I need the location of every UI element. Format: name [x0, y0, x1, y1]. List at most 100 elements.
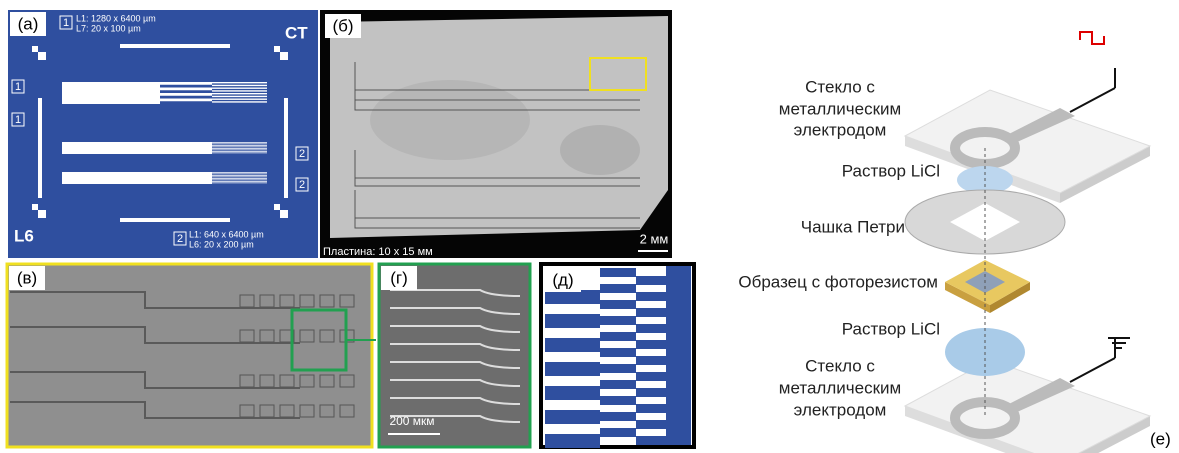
stripe — [545, 410, 600, 424]
finger — [160, 93, 212, 96]
caption: Пластина: 10 x 15 мм — [323, 246, 433, 258]
panel-d: 200 мкм (г) — [379, 264, 530, 447]
stripe — [600, 428, 636, 437]
panel-label: (в) — [17, 268, 37, 287]
finger — [212, 142, 267, 143]
scale-label: 200 мкм — [389, 414, 434, 428]
finger — [160, 88, 212, 91]
marker-label: 2 — [299, 148, 305, 160]
finger — [212, 96, 267, 97]
stripe — [636, 292, 666, 301]
stripe — [636, 308, 666, 317]
finger — [160, 175, 212, 177]
panel-label: (г) — [390, 268, 408, 287]
panel-label: (б) — [332, 16, 353, 35]
stripe — [600, 316, 636, 325]
stripe — [600, 380, 636, 389]
alignment-mark — [274, 204, 280, 210]
finger — [212, 150, 267, 151]
panel-e: (д) — [541, 264, 694, 448]
stripe — [636, 388, 666, 397]
finger — [160, 82, 212, 85]
scale-label: 2 мм — [640, 231, 669, 246]
finger — [160, 99, 212, 102]
stripe — [636, 356, 666, 365]
diagram-label: Раствор LiCl — [842, 161, 940, 180]
stripe — [600, 396, 636, 405]
finger — [160, 172, 212, 174]
finger — [160, 178, 212, 180]
alignment-mark — [280, 52, 288, 60]
finger — [212, 144, 267, 145]
electrode — [666, 266, 691, 445]
stripe — [600, 332, 636, 341]
legend-line: L1: 1280 x 6400 µm — [76, 13, 156, 23]
finger — [212, 147, 267, 148]
stripe — [636, 340, 666, 349]
alignment-mark — [274, 46, 280, 52]
diagram-label: металлическим — [779, 378, 901, 397]
alignment-mark — [32, 46, 38, 52]
finger — [212, 90, 267, 91]
stripe — [545, 314, 600, 328]
finger — [160, 181, 212, 183]
finger — [212, 148, 267, 149]
bar — [120, 218, 230, 222]
wire — [1070, 358, 1115, 382]
stripe — [545, 290, 600, 304]
electrode — [62, 82, 160, 104]
stripe — [545, 338, 600, 352]
panel-f: Стекло с металлическим электродом Раствор L… — [738, 32, 1170, 453]
diagram-label: Раствор LiCl — [842, 319, 940, 338]
finger — [160, 148, 212, 150]
pulse-symbol — [1080, 32, 1104, 44]
finger — [212, 99, 267, 100]
bracket — [284, 98, 288, 198]
finger — [212, 172, 267, 173]
stripe — [636, 436, 666, 445]
finger — [212, 175, 267, 176]
diagram-label: Стекло с — [805, 356, 875, 375]
stripe — [636, 324, 666, 333]
legend-number: 1 — [63, 17, 69, 29]
panel-label: (е) — [1150, 429, 1171, 448]
legend-line: L7: 20 x 100 µm — [76, 23, 141, 33]
figure: (а)1L1: 1280 x 6400 µmL7: 20 x 100 µmCTL… — [0, 0, 1179, 453]
panel-b: Пластина: 10 x 15 мм 2 мм (б) — [320, 10, 672, 258]
diagram-label: электродом — [794, 120, 887, 139]
stripe — [636, 276, 666, 285]
finger — [212, 183, 267, 184]
marker-label: 1 — [15, 81, 21, 93]
stripe — [600, 348, 636, 357]
alignment-mark — [38, 52, 46, 60]
glass-plate — [905, 90, 1150, 193]
stripe — [600, 364, 636, 373]
finger — [212, 178, 267, 179]
finger — [160, 145, 212, 147]
finger — [212, 151, 267, 152]
stripe — [600, 268, 636, 277]
alignment-mark — [32, 204, 38, 210]
diagram-label: Стекло с — [805, 77, 875, 96]
corner-label: L6 — [14, 226, 34, 245]
legend-number: 2 — [177, 233, 183, 245]
stripe — [636, 404, 666, 413]
finger — [212, 177, 267, 178]
finger — [212, 85, 267, 86]
finger — [212, 88, 267, 89]
finger — [212, 180, 267, 181]
stripe — [600, 300, 636, 309]
finger — [212, 181, 267, 182]
marker-label: 2 — [299, 179, 305, 191]
finger — [212, 174, 267, 175]
panel-label: (а) — [18, 14, 39, 33]
shadow — [370, 80, 530, 160]
stripe — [545, 362, 600, 376]
diagram-label: электродом — [794, 400, 887, 419]
panel-c: (в) — [7, 264, 376, 447]
finger — [212, 93, 267, 94]
shadow — [560, 125, 640, 175]
finger — [212, 82, 267, 83]
stripe — [636, 420, 666, 429]
legend-line: L1: 640 x 6400 µm — [189, 229, 264, 239]
